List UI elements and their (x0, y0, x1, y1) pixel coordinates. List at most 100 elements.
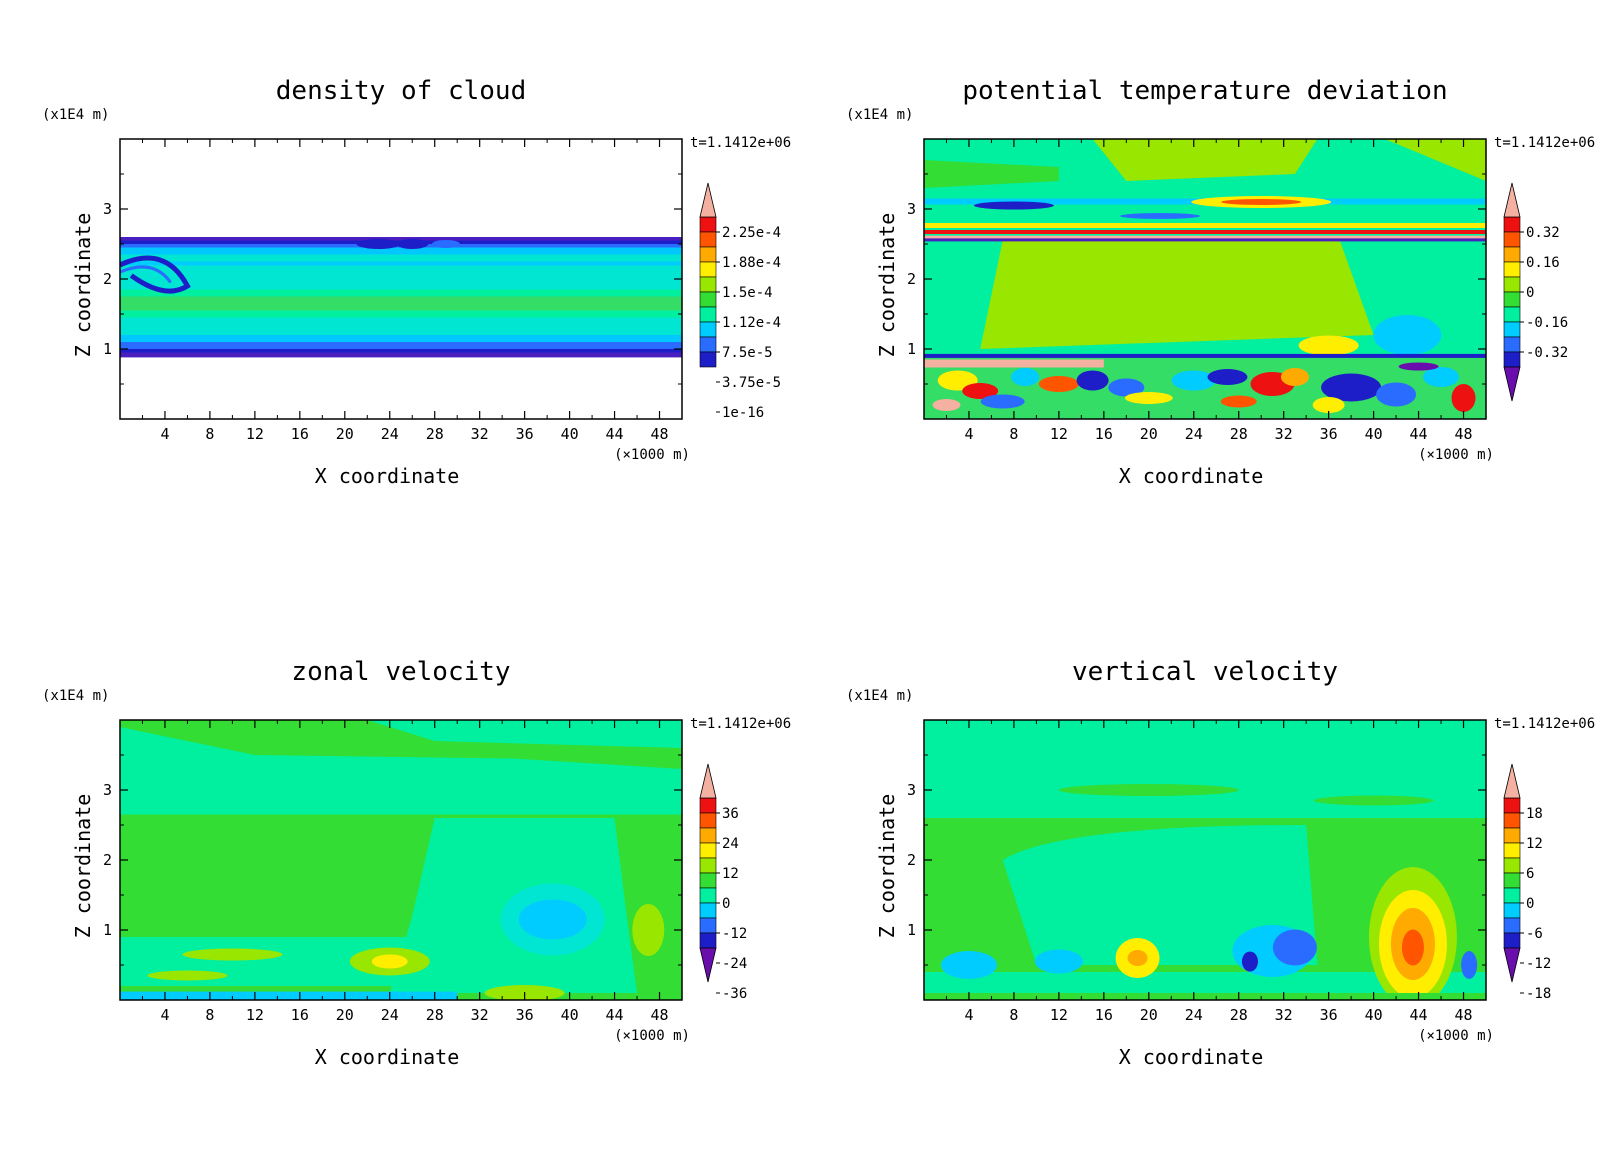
panel-1-x-tick-label: 8 (205, 425, 214, 443)
panel-4-x-tick-label: 16 (1095, 1006, 1113, 1024)
panel-2-field (924, 139, 1486, 419)
panel-4-x-tick-label: 36 (1320, 1006, 1338, 1024)
panel-1-x-tick-label: 32 (471, 425, 489, 443)
panel-3-colorbar-band (699, 827, 717, 844)
panel-2-colorbar-label: 0.16 (1526, 255, 1560, 271)
panel-1-colorbar-band (699, 276, 717, 293)
panel-2-colorbar-label: 0.32 (1526, 225, 1560, 241)
panel-1-colorbar-band (699, 336, 717, 353)
panel-4-y-tick-label: 3 (907, 781, 916, 799)
panel-2-x-tick-label: 16 (1095, 425, 1113, 443)
panel-3-colorbar-label: 0 (722, 896, 730, 912)
panel-1-x-tick-label: 40 (561, 425, 579, 443)
panel-2-x-tick-label: 36 (1320, 425, 1338, 443)
panel-3-colorbar-band (699, 902, 717, 919)
panel-1-x-tick-label: 36 (516, 425, 534, 443)
panel-1-colorbar-band (699, 261, 717, 278)
panel-4-colorbar-band (1503, 842, 1521, 859)
panel-2-x-label: X coordinate (1119, 464, 1264, 488)
panel-1-colorbar-label: 2.25e-4 (722, 225, 781, 241)
panel-2-x-tick-label: 40 (1365, 425, 1383, 443)
panel-4-colorbar-upper-arrow (1503, 763, 1521, 799)
panel-3-colorbar-band (699, 842, 717, 859)
panel-1-colorbar-band (699, 291, 717, 308)
panel-4-colorbar-label: -6 (1526, 926, 1543, 942)
panel-3-x-unit: (×1000 m) (614, 1028, 690, 1044)
panel-3-y-unit: (x1E4 m) (42, 688, 109, 704)
panel-4-x-tick-label: 44 (1410, 1006, 1428, 1024)
panel-3-colorbar-upper-arrow (699, 763, 717, 799)
panel-3-y-tick-label: 2 (103, 851, 112, 869)
panel-3-x-tick-label: 24 (381, 1006, 399, 1024)
panel-4-colorbar-band (1503, 797, 1521, 814)
panel-3-colorbar-band (699, 917, 717, 934)
panel-1-colorbar-band (699, 321, 717, 338)
panel-1-x-tick-label: 12 (246, 425, 264, 443)
panel-2-x-tick-label: 20 (1140, 425, 1158, 443)
panel-3-colorbar-band (699, 812, 717, 829)
panel-2-y-tick-label: 2 (907, 270, 916, 288)
panel-4-colorbar-band (1503, 917, 1521, 934)
panel-4-colorbar-label: 6 (1526, 866, 1534, 882)
panel-3-y-label: Z coordinate (71, 794, 95, 939)
panel-4-field (924, 720, 1486, 1000)
panel-2-x-tick-label: 24 (1185, 425, 1203, 443)
panel-2-x-tick-label: 8 (1009, 425, 1018, 443)
panel-3-x-tick-label: 48 (650, 1006, 668, 1024)
panel-4-x-tick-label: 40 (1365, 1006, 1383, 1024)
panel-3-x-tick-label: 44 (606, 1006, 624, 1024)
panel-2-title: potential temperature deviation (962, 76, 1447, 106)
panel-2-y-tick-label: 1 (907, 340, 916, 358)
panel-3-colorbar-band (699, 797, 717, 814)
panel-4-x-tick-label: 48 (1454, 1006, 1472, 1024)
panel-3-x-tick-label: 40 (561, 1006, 579, 1024)
panel-2-colorbar-band (1503, 276, 1521, 293)
panel-1-colorbar-upper-arrow (699, 182, 717, 218)
panel-3-colorbar-label: 24 (722, 836, 739, 852)
panel-1-x-tick-label: 4 (160, 425, 169, 443)
panel-1-x-tick-label: 24 (381, 425, 399, 443)
panel-4-time-label: t=1.1412e+06 (1494, 716, 1595, 732)
panel-4-colorbar-label: -18 (1526, 986, 1551, 1002)
panel-1-time-label: t=1.1412e+06 (690, 135, 791, 151)
panel-4-y-label: Z coordinate (875, 794, 899, 939)
panel-4-colorbar-band (1503, 902, 1521, 919)
panel-1-y-unit: (x1E4 m) (42, 107, 109, 123)
panel-2-x-tick-label: 12 (1050, 425, 1068, 443)
panel-3-colorbar-band (699, 932, 717, 949)
panel-1-colorbar-band (699, 231, 717, 248)
panel-4-x-tick-label: 4 (964, 1006, 973, 1024)
panel-1-x-tick-label: 28 (426, 425, 444, 443)
panel-4-colorbar-band (1503, 827, 1521, 844)
panel-3-x-tick-label: 28 (426, 1006, 444, 1024)
panel-4-title: vertical velocity (1072, 657, 1338, 687)
panel-4-colorbar-band (1503, 857, 1521, 874)
panel-3-y-tick-label: 1 (103, 921, 112, 939)
panel-1-colorbar-band (699, 351, 717, 368)
panel-2-colorbar-label: -0.32 (1526, 345, 1568, 361)
panel-2-colorbar-label: -0.16 (1526, 315, 1568, 331)
panel-1-x-tick-label: 48 (650, 425, 668, 443)
panel-3-title: zonal velocity (291, 657, 510, 687)
panel-1-colorbar-band (699, 246, 717, 263)
panel-1-y-tick-label: 3 (103, 200, 112, 218)
panel-3-y-tick-label: 3 (103, 781, 112, 799)
panel-4-colorbar-label: -12 (1526, 956, 1551, 972)
panel-1-x-tick-label: 20 (336, 425, 354, 443)
panel-2-x-unit: (×1000 m) (1418, 447, 1494, 463)
panel-3-colorbar-band (699, 857, 717, 874)
panel-4-colorbar-band (1503, 932, 1521, 949)
panel-2-colorbar-band (1503, 231, 1521, 248)
panel-2-y-unit: (x1E4 m) (846, 107, 913, 123)
panel-3-x-tick-label: 20 (336, 1006, 354, 1024)
panel-4-x-label: X coordinate (1119, 1045, 1264, 1069)
panel-3-x-tick-label: 32 (471, 1006, 489, 1024)
panel-3-field (120, 720, 682, 1000)
panel-1-colorbar-label: 7.5e-5 (722, 345, 773, 361)
panel-3-x-tick-label: 16 (291, 1006, 309, 1024)
panel-3-x-label: X coordinate (315, 1045, 460, 1069)
panel-3-x-tick-label: 8 (205, 1006, 214, 1024)
panel-3-colorbar-label: 12 (722, 866, 739, 882)
panel-1-x-tick-label: 16 (291, 425, 309, 443)
